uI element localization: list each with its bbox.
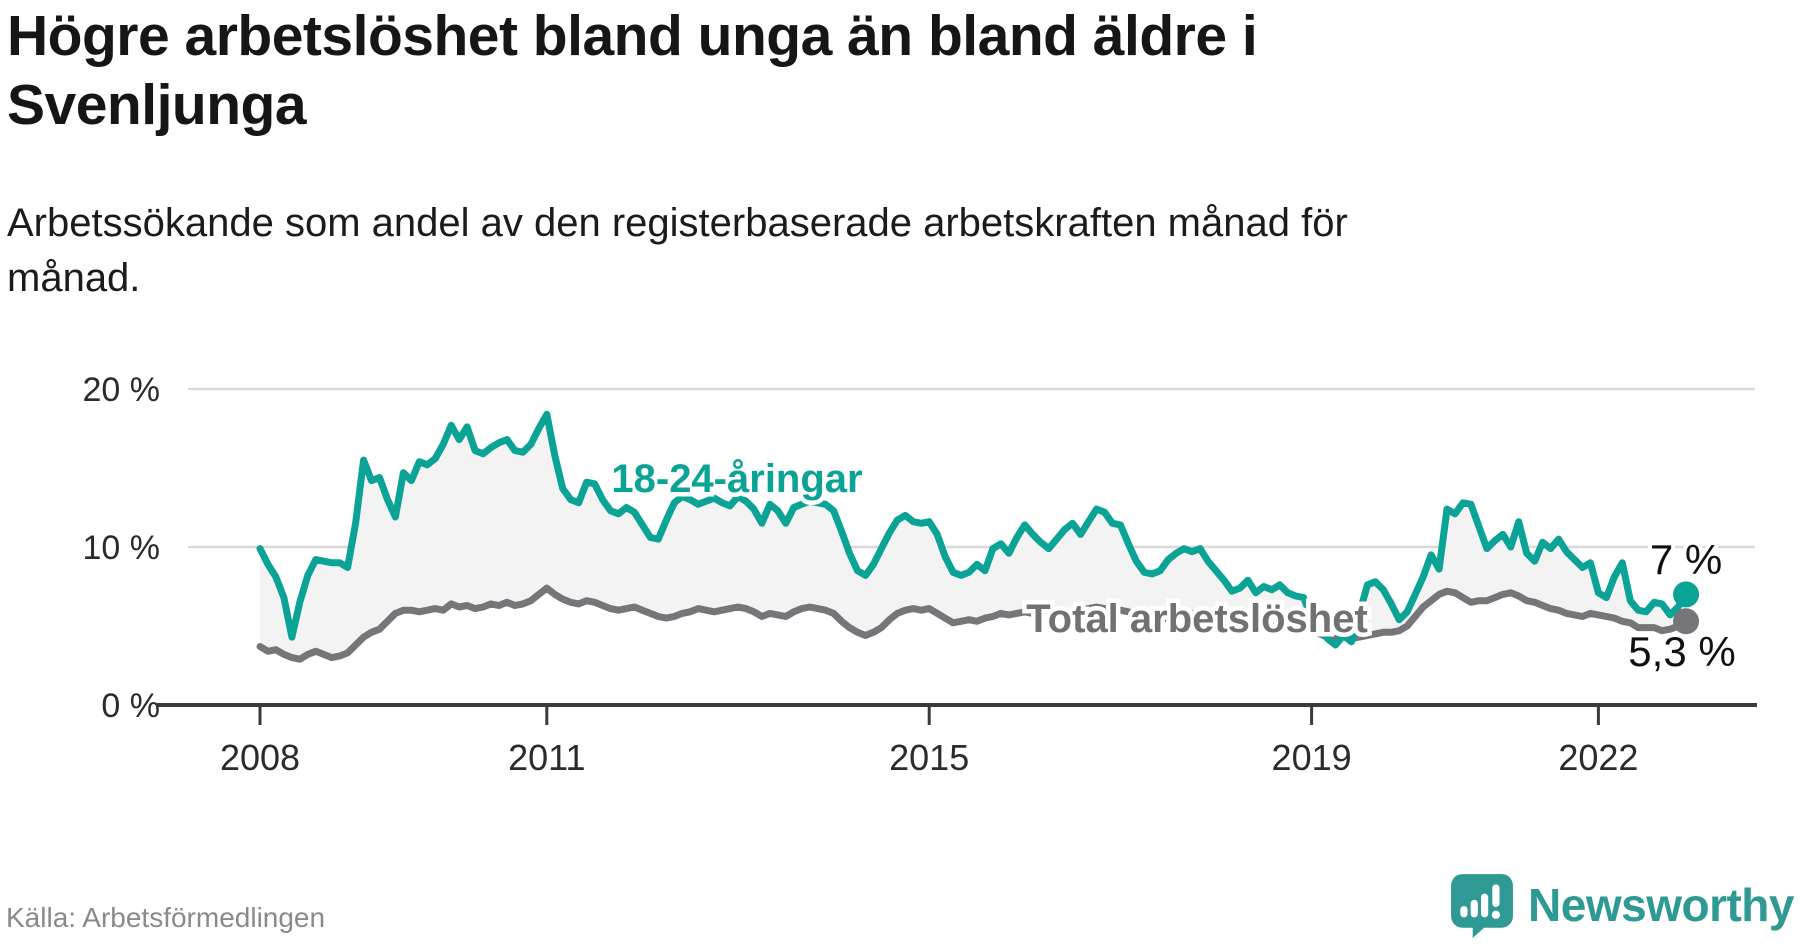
y-tick-label: 0 % (101, 687, 160, 725)
x-tick-label: 2011 (508, 737, 585, 778)
x-axis: 2008 2011 2015 2019 2022 (220, 707, 1638, 778)
youth-series-label: 18-24-åringar (611, 457, 862, 501)
subtitle-line-2: månad. (7, 256, 141, 300)
total-unemployment-line (256, 584, 1690, 663)
youth-end-value-label: 7 % (1650, 536, 1722, 583)
subtitle-line-1: Arbetssökande som andel av den registerb… (7, 201, 1348, 245)
x-tick-label: 2015 (889, 737, 969, 778)
title-line-2: Svenljunga (7, 73, 307, 137)
page-title: Högre arbetslöshet bland unga än bland ä… (7, 2, 1258, 140)
title-line-1: Högre arbetslöshet bland unga än bland ä… (7, 4, 1258, 68)
x-tick-label: 2019 (1272, 737, 1352, 778)
newsworthy-logo[interactable]: Newsworthy (1449, 872, 1794, 938)
youth-endpoint-dot (1673, 581, 1700, 608)
source-caption: Källa: Arbetsförmedlingen (6, 902, 326, 933)
between-series-fill (260, 414, 1686, 660)
youth-unemployment-line (256, 410, 1690, 649)
y-tick-label: 10 % (83, 529, 161, 567)
x-tick-label: 2022 (1558, 737, 1638, 778)
total-end-value-label: 5,3 % (1628, 628, 1735, 675)
newsworthy-logo-text: Newsworthy (1528, 879, 1794, 931)
total-series-label: Total arbetslöshet (1026, 597, 1368, 641)
x-tick-label: 2008 (220, 737, 300, 778)
y-tick-label: 20 % (83, 371, 161, 409)
total-endpoint-dot (1673, 608, 1700, 635)
y-axis-labels: 20 % 10 % 0 % (83, 371, 161, 725)
chart-subtitle: Arbetssökande som andel av den registerb… (7, 196, 1348, 306)
newsworthy-logo-icon (1451, 874, 1513, 938)
